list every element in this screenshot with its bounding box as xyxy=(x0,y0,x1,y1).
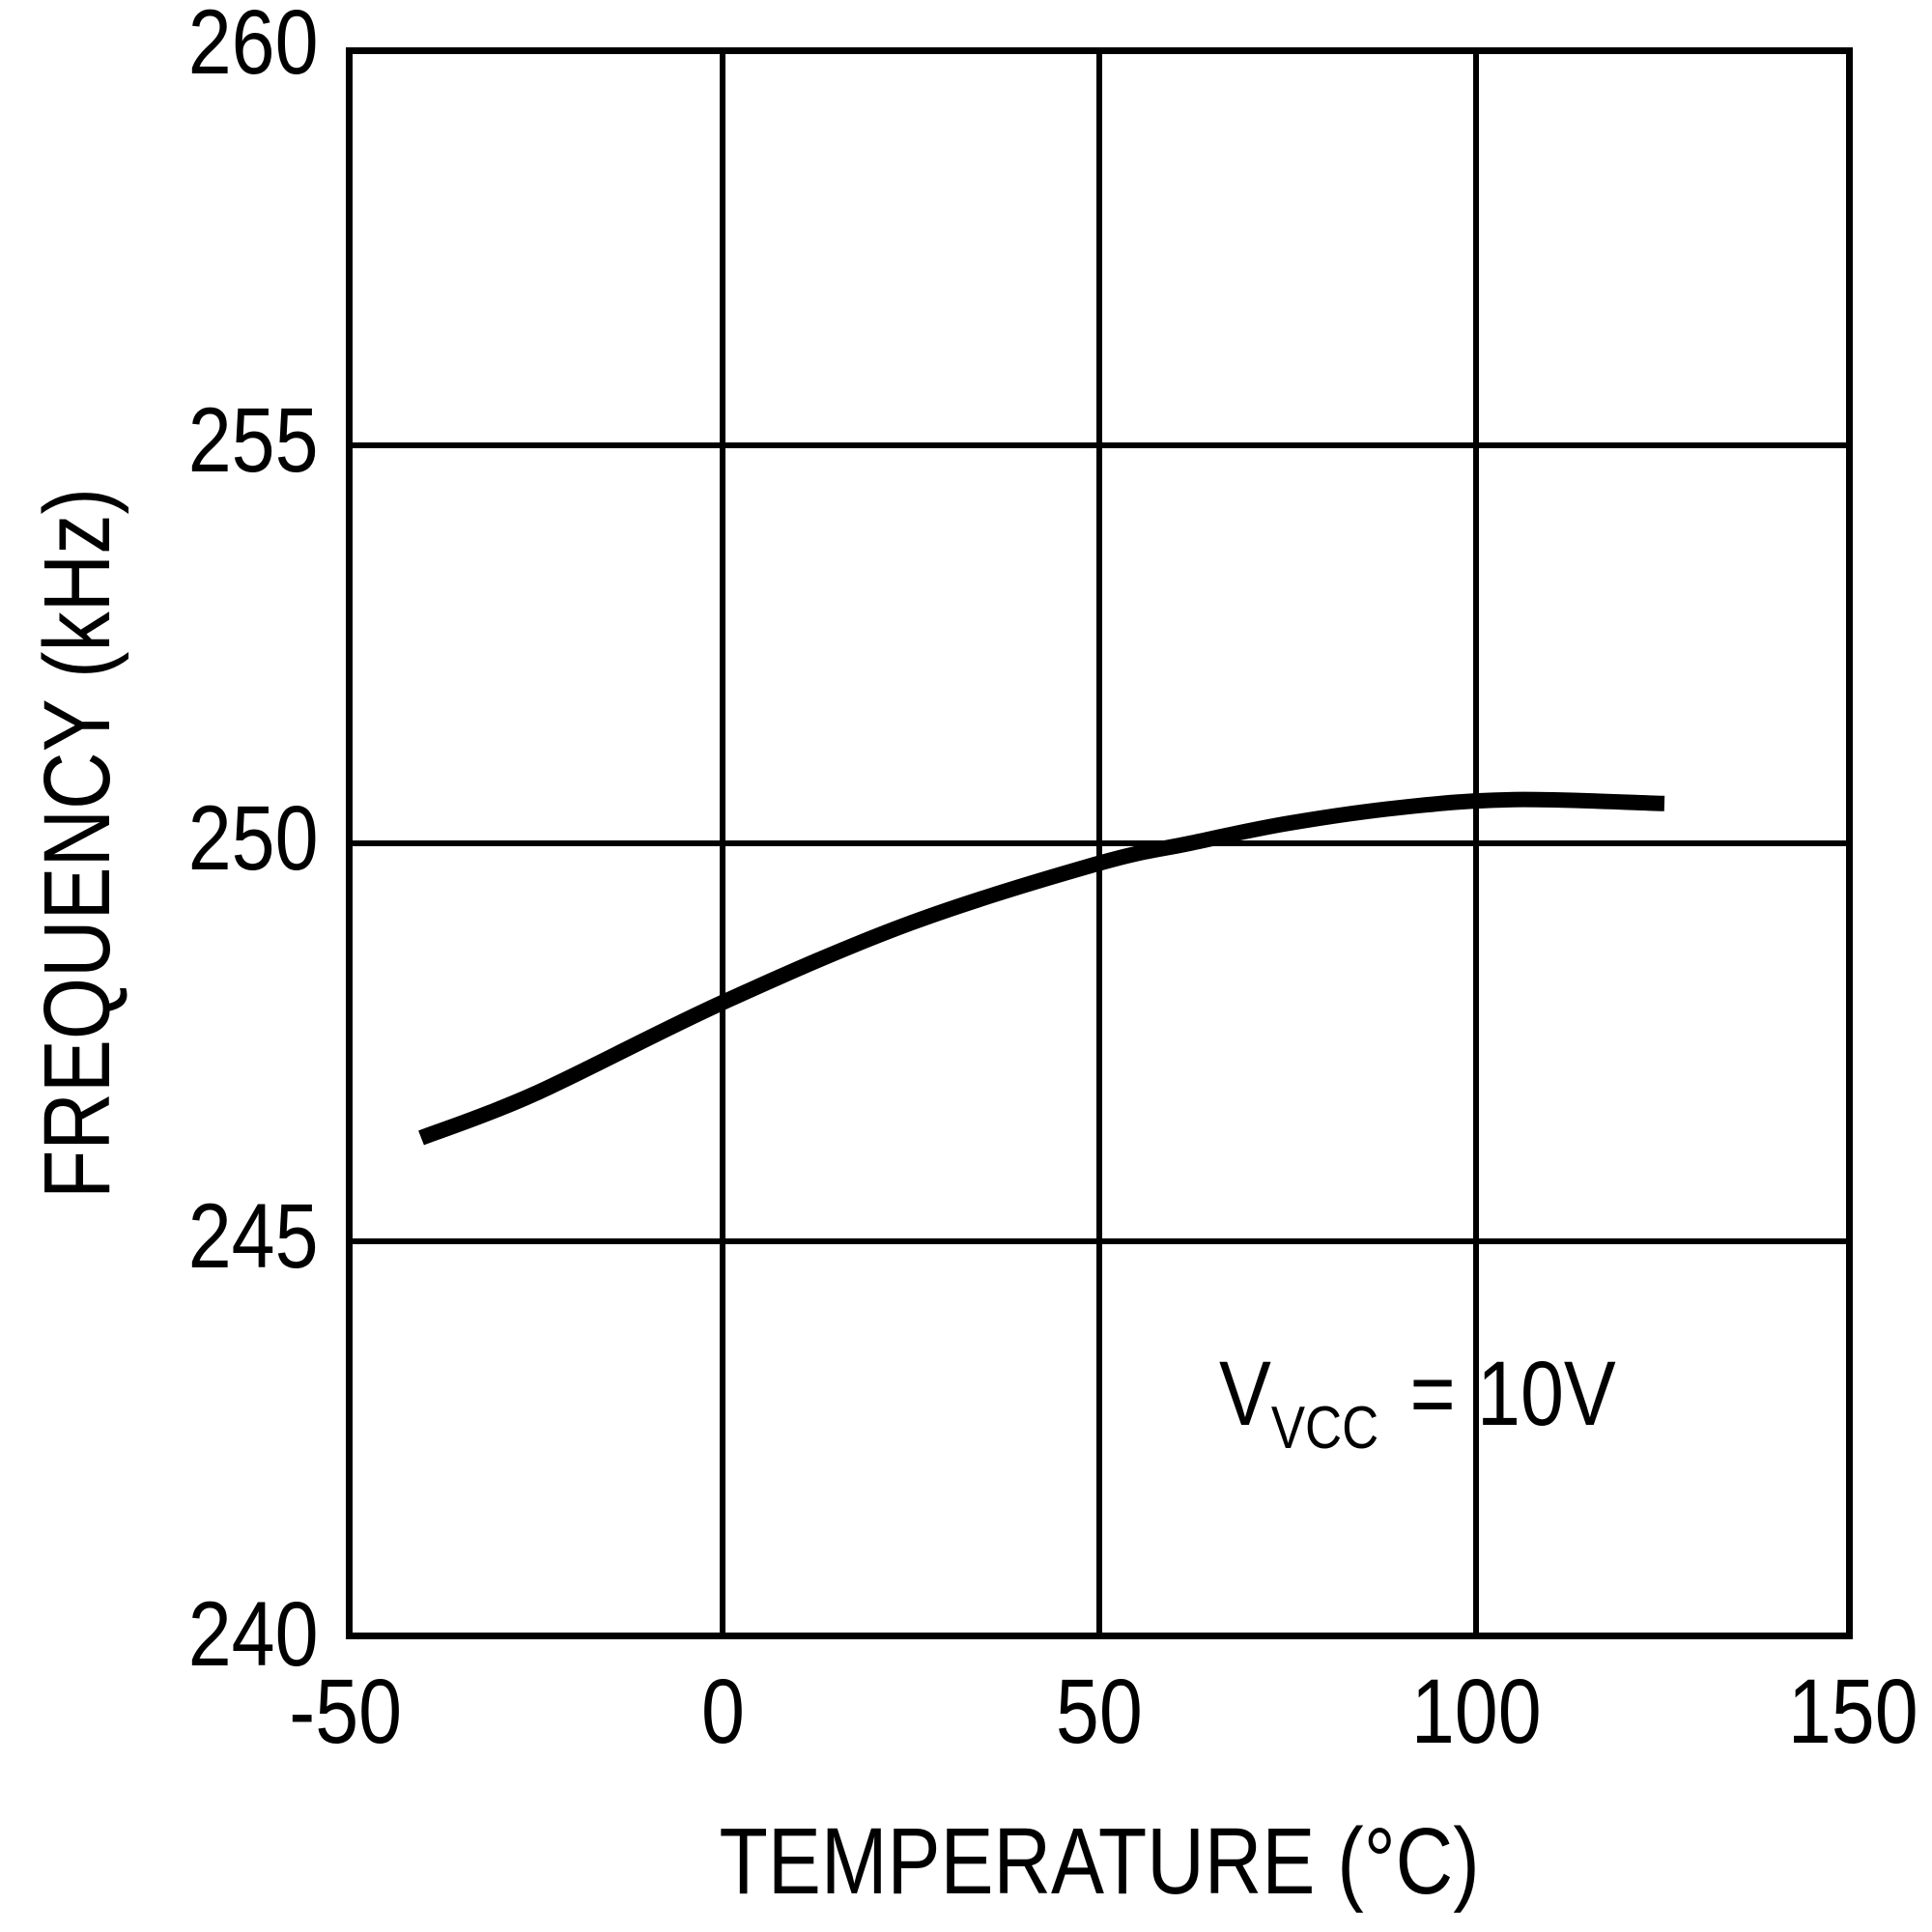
y-tick-label: 260 xyxy=(188,0,319,94)
x-tick-label: 150 xyxy=(1787,1661,1918,1763)
annotation-subscript: VCC xyxy=(1270,1395,1379,1462)
y-tick-label: 255 xyxy=(188,389,319,492)
annotation-value: = 10V xyxy=(1409,1343,1616,1445)
x-tick-label: 0 xyxy=(700,1661,745,1763)
plot-area xyxy=(346,47,1853,1639)
y-tick-label: 245 xyxy=(188,1185,319,1288)
x-tick-label: -50 xyxy=(289,1661,403,1763)
condition-annotation-text: VVCC = 10V xyxy=(1219,1349,1616,1463)
y-tick-label: 250 xyxy=(188,787,319,890)
x-axis-title: TEMPERATURE (°C) xyxy=(520,1808,1679,1915)
annotation-symbol: V xyxy=(1219,1343,1271,1445)
y-tick-label: 240 xyxy=(188,1583,319,1686)
x-tick-label: 100 xyxy=(1410,1661,1542,1763)
plot-frame xyxy=(346,47,1853,1639)
x-axis-title-text: TEMPERATURE (°C) xyxy=(719,1808,1480,1914)
condition-annotation: VVCC = 10V xyxy=(1219,1349,1686,1463)
frequency-curve xyxy=(418,791,1665,1146)
x-tick-label: 50 xyxy=(1056,1661,1143,1763)
